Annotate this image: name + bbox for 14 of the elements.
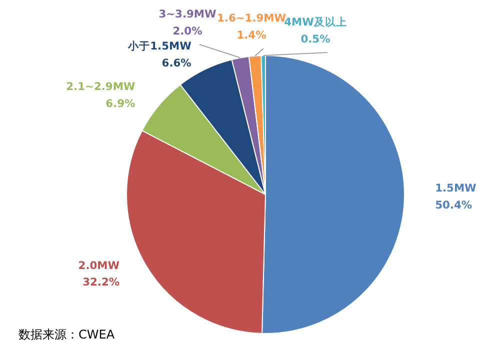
source-note: 数据来源：CWEA xyxy=(18,328,116,342)
data-label: 50.4% xyxy=(435,198,472,212)
slice-label: 小于1.5MW xyxy=(127,40,192,53)
slice-label: 1.5MW xyxy=(435,182,477,195)
data-label: 6.9% xyxy=(106,96,136,110)
data-label: 1.4% xyxy=(236,28,267,42)
slice-label: 4MW及以上 xyxy=(284,16,347,29)
slice-label: 2.0MW xyxy=(78,258,120,272)
slice-label: 2.1~2.9MW xyxy=(66,80,136,93)
data-label: 2.0% xyxy=(172,24,203,38)
data-label: 0.5% xyxy=(300,32,331,46)
data-label: 32.2% xyxy=(82,276,120,289)
slice-label: 3~3.9MW xyxy=(158,8,217,21)
data-label: 6.6% xyxy=(162,56,192,70)
